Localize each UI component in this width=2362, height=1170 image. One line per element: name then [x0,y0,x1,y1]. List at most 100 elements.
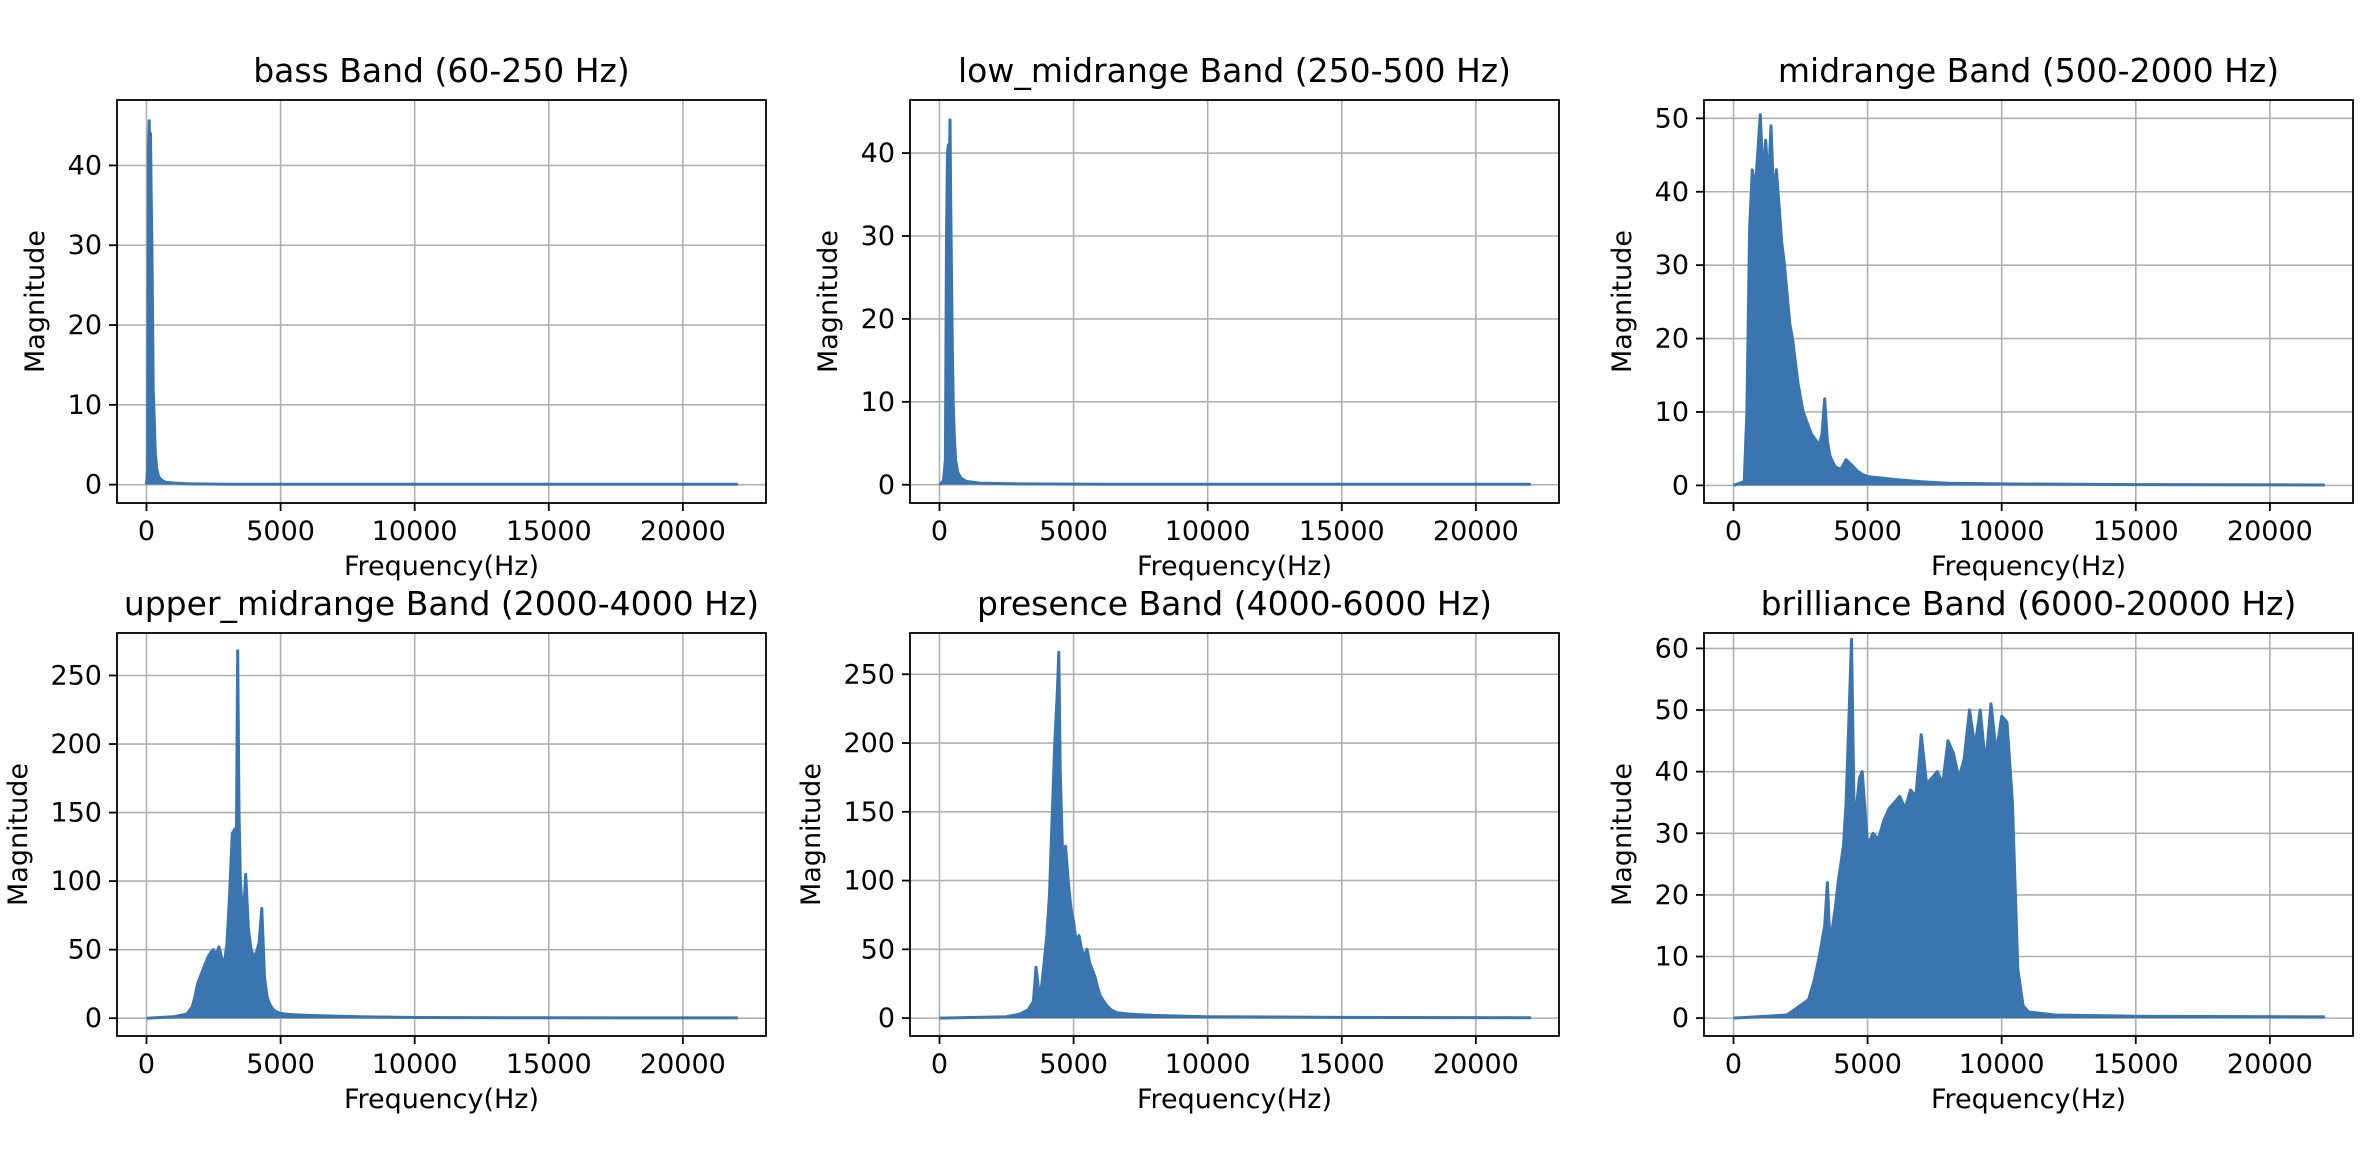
subplot-presence: 0 5000 10000 15000 20000 0 50 100 150 200 250 prese… [796,584,1560,1115]
y-tick-label: 250 [843,659,895,690]
x-tick-label: 5000 [246,516,315,547]
series-area [939,119,1531,485]
x-axis-label: Frequency(Hz) [1931,551,2126,582]
y-tick-label: 40 [68,150,102,181]
y-tick-label: 20 [861,304,895,335]
x-tick-label: 15000 [2093,516,2179,547]
chart-title: low_midrange Band (250-500 Hz) [958,51,1511,90]
y-tick-label: 30 [1655,818,1689,849]
y-tick-label: 50 [1655,103,1689,134]
x-tick-label: 20000 [1433,516,1519,547]
x-tick-label: 5000 [1039,516,1108,547]
y-tick-label: 40 [1655,757,1689,788]
y-tick-label: 20 [1655,324,1689,355]
axes-frame [116,632,767,1037]
x-tick-label: 0 [138,1049,155,1080]
x-tick-label: 15000 [2093,1049,2179,1080]
axes-frame [1703,99,2354,504]
x-tick-label: 20000 [2227,1049,2313,1080]
x-tick-label: 10000 [372,516,458,547]
y-tick-label: 100 [50,866,102,897]
x-tick-label: 5000 [1833,1049,1902,1080]
chart-title: upper_midrange Band (2000-4000 Hz) [124,584,759,623]
y-axis-label: Magnitude [20,230,51,373]
subplot-low-midrange: 0 5000 10000 15000 20000 0 10 20 30 40 low_midrang… [813,51,1560,582]
x-tick-label: 10000 [1959,516,2045,547]
y-tick-label: 50 [68,935,102,966]
y-tick-label: 20 [1655,880,1689,911]
x-tick-label: 10000 [1165,516,1251,547]
chart-title: midrange Band (500-2000 Hz) [1778,51,2279,90]
x-axis-label: Frequency(Hz) [1931,1084,2126,1115]
chart-title: presence Band (4000-6000 Hz) [977,584,1492,623]
y-tick-label: 0 [1672,470,1689,501]
y-tick-label: 0 [878,470,895,501]
y-tick-label: 0 [85,1003,102,1034]
x-axis-label: Frequency(Hz) [1137,551,1332,582]
series-area [146,120,738,485]
x-tick-label: 15000 [506,516,592,547]
x-tick-label: 10000 [372,1049,458,1080]
x-tick-label: 0 [931,516,948,547]
y-tick-label: 200 [50,729,102,760]
x-tick-label: 5000 [1833,516,1902,547]
series-line [146,649,738,1020]
x-tick-label: 20000 [640,516,726,547]
y-tick-label: 30 [1655,250,1689,281]
x-tick-label: 0 [1725,1049,1742,1080]
series-area [146,650,738,1019]
y-axis-label: Magnitude [1607,230,1638,373]
axes-frame [909,632,1560,1037]
y-axis-label: Magnitude [3,763,34,906]
y-tick-label: 100 [843,866,895,897]
subplot-midrange: 0 5000 10000 15000 20000 0 10 20 30 40 50 midrange … [1607,51,2354,582]
y-tick-label: 30 [68,230,102,261]
x-tick-label: 5000 [246,1049,315,1080]
series-area [1733,114,2325,486]
y-axis-label: Magnitude [1607,763,1638,906]
x-axis-label: Frequency(Hz) [344,551,539,582]
series-line [939,650,1531,1020]
y-tick-label: 0 [878,1003,895,1034]
series-line [1733,113,2325,487]
y-tick-label: 0 [1672,1003,1689,1034]
series-line [145,119,738,486]
y-tick-label: 40 [861,138,895,169]
x-tick-label: 15000 [506,1049,592,1080]
y-tick-label: 10 [1655,942,1689,973]
x-tick-label: 20000 [640,1049,726,1080]
x-tick-label: 0 [931,1049,948,1080]
y-tick-label: 30 [861,221,895,252]
y-axis-label: Magnitude [813,230,844,373]
chart-title: brilliance Band (6000-20000 Hz) [1761,584,2297,623]
x-axis-label: Frequency(Hz) [344,1084,539,1115]
x-tick-label: 10000 [1165,1049,1251,1080]
x-tick-label: 5000 [1039,1049,1108,1080]
chart-title: bass Band (60-250 Hz) [253,51,630,90]
x-tick-label: 20000 [2227,516,2313,547]
y-tick-label: 0 [85,470,102,501]
y-tick-label: 250 [50,660,102,691]
x-tick-label: 0 [138,516,155,547]
x-axis-label: Frequency(Hz) [1137,1084,1332,1115]
y-tick-label: 10 [861,387,895,418]
x-tick-label: 20000 [1433,1049,1519,1080]
series-area [1733,639,2325,1019]
axes-frame [116,99,767,504]
x-tick-label: 0 [1725,516,1742,547]
x-tick-label: 15000 [1299,516,1385,547]
y-axis-label: Magnitude [796,763,827,906]
x-tick-label: 10000 [1959,1049,2045,1080]
y-tick-label: 150 [50,798,102,829]
axes-frame [909,99,1560,504]
x-tick-label: 15000 [1299,1049,1385,1080]
y-tick-label: 50 [861,934,895,965]
y-tick-label: 10 [68,390,102,421]
axes-frame [1703,632,2354,1037]
y-tick-label: 50 [1655,695,1689,726]
subplot-brilliance: 0 5000 10000 15000 20000 0 10 20 30 40 50 60 brillia… [1607,584,2354,1115]
y-tick-label: 20 [68,310,102,341]
y-tick-label: 10 [1655,397,1689,428]
subplot-upper-midrange: 0 5000 10000 15000 20000 0 50 100 150 200 250 upper… [3,584,767,1115]
